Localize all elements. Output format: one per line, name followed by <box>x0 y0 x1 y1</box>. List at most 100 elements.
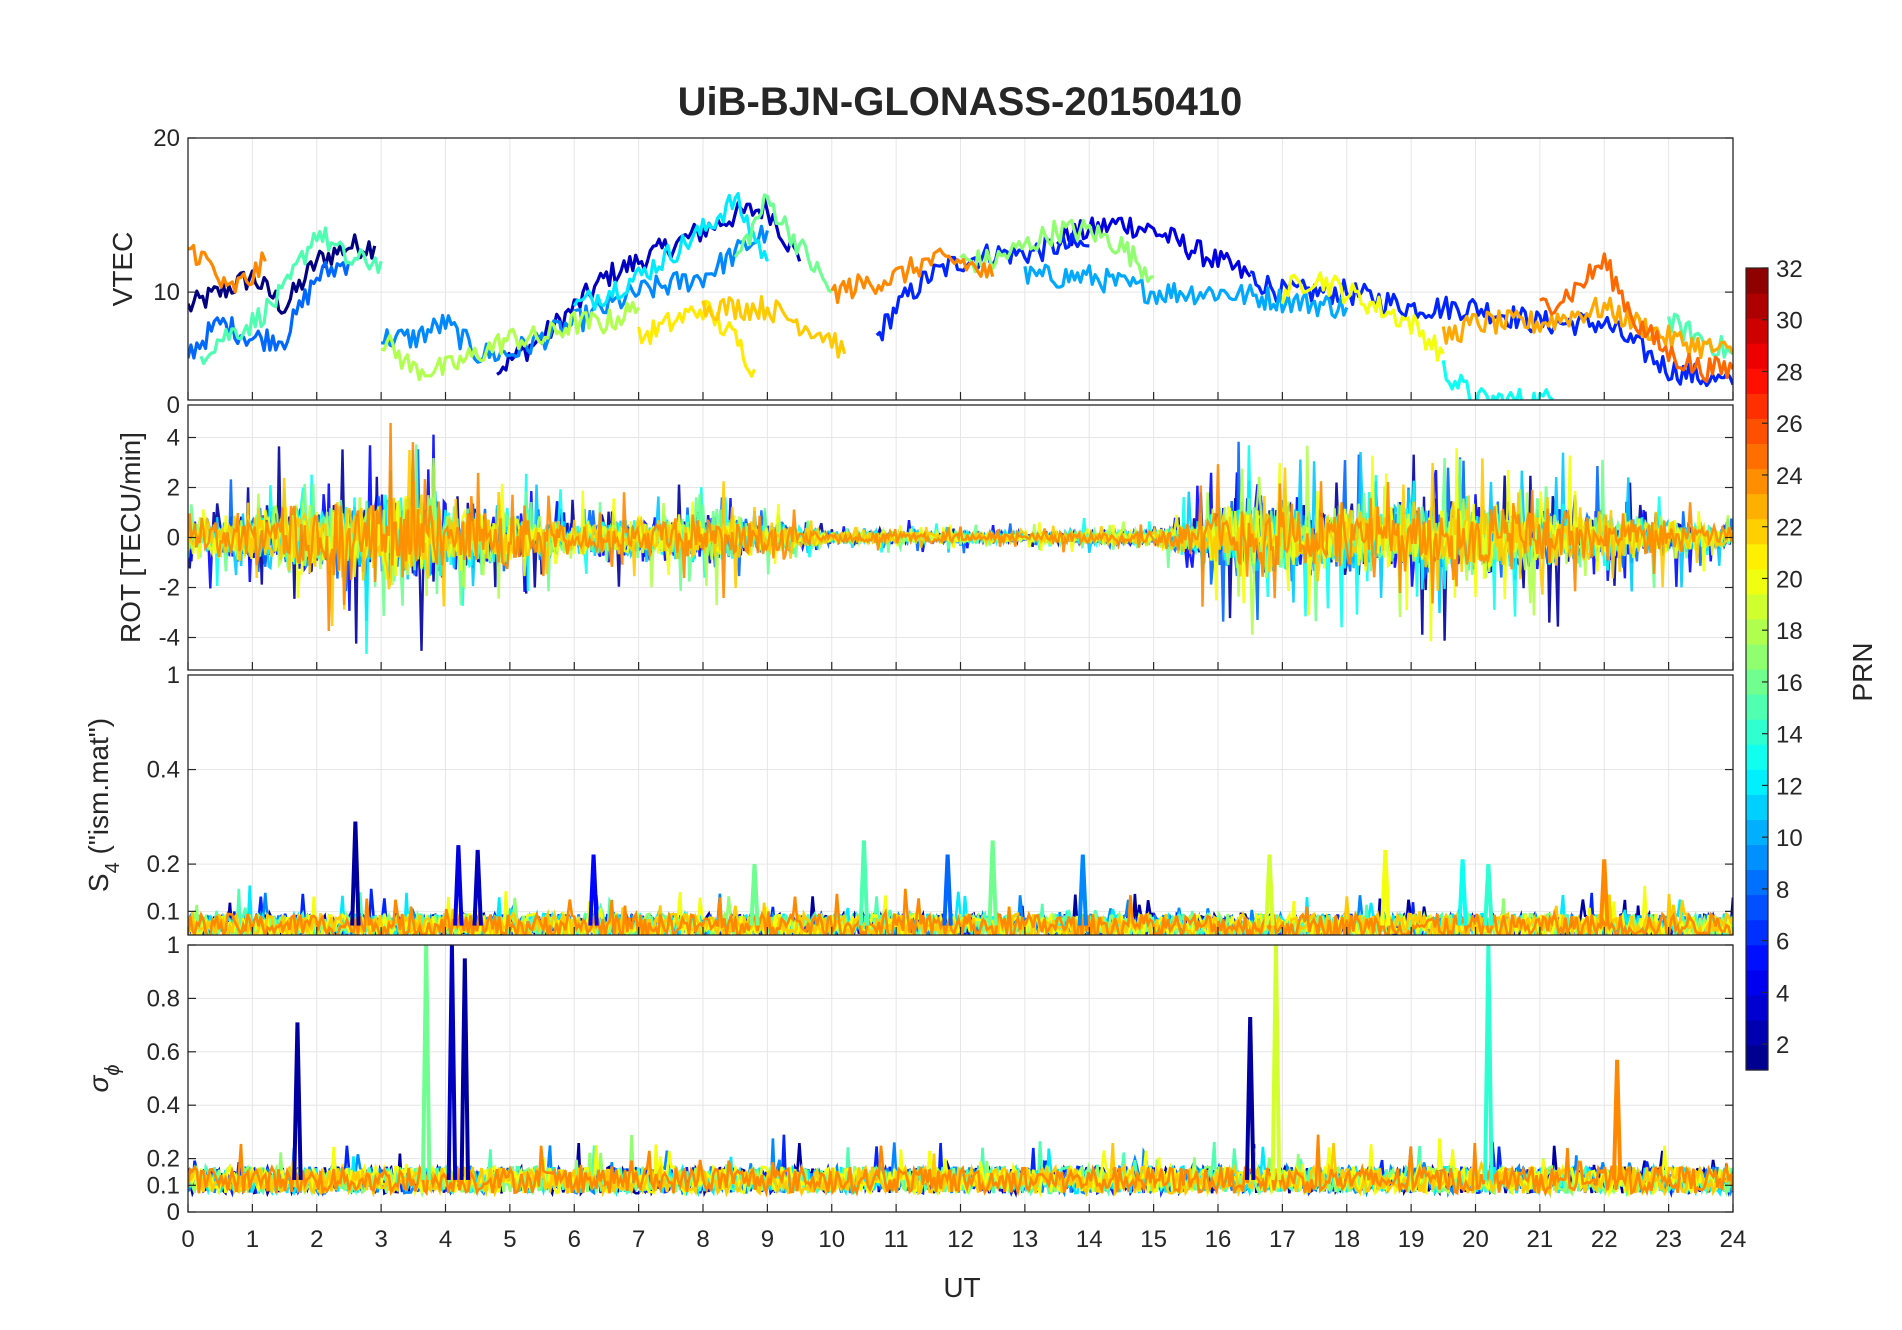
s4-spike <box>472 849 483 926</box>
panel-s4: 0.1 0.2 0.4 1 S4 ("ism.mat") <box>83 662 1734 936</box>
colorbar-segment <box>1746 719 1768 745</box>
colorbar-tick-label: 20 <box>1776 566 1803 593</box>
vtec-series-prn-25 <box>1539 252 1733 383</box>
s4-spike <box>1077 854 1089 926</box>
colorbar-segment <box>1746 1019 1768 1046</box>
x-tick-label: 6 <box>568 1226 581 1253</box>
x-tick-label: 23 <box>1655 1226 1682 1253</box>
vtec-series-prn-6 <box>1249 270 1733 388</box>
x-tick-label: 21 <box>1527 1226 1554 1253</box>
colorbar-segment <box>1746 919 1768 946</box>
y-tick-label: 4 <box>167 425 180 452</box>
y-tick-label: 0.4 <box>147 1092 180 1119</box>
colorbar-segment <box>1746 393 1768 419</box>
colorbar-segment <box>1746 819 1768 846</box>
y-tick-label: 0 <box>167 392 180 419</box>
sigma_phi-spike <box>420 945 432 1180</box>
colorbar-tick-label: 12 <box>1776 773 1803 800</box>
vtec-series-prn-18 <box>380 300 640 382</box>
colorbar-segment <box>1746 493 1768 520</box>
x-tick-label: 3 <box>374 1226 387 1253</box>
y-tick-label: -4 <box>159 625 180 652</box>
s4-spike <box>749 863 760 926</box>
colorbar-segment <box>1746 844 1768 871</box>
y-tick-label: 1 <box>167 662 180 689</box>
x-tick-label: 24 <box>1720 1226 1747 1253</box>
x-tick-label: 22 <box>1591 1226 1618 1253</box>
y-tick-label: 0.2 <box>147 851 180 878</box>
x-tick-label: 5 <box>503 1226 516 1253</box>
colorbar-tick-label: 4 <box>1776 980 1789 1007</box>
x-tick-label: 15 <box>1140 1226 1167 1253</box>
y-tick-label: 0 <box>167 525 180 552</box>
vtec-series-prn-8 <box>188 260 351 360</box>
colorbar-segment <box>1746 1044 1768 1071</box>
vtec-series-prn-13 <box>1441 360 1554 400</box>
vtec-series-prn-10 <box>1023 263 1349 319</box>
data-layer <box>188 945 1733 1199</box>
vtec-series-prn-22 <box>701 295 847 359</box>
x-tick-label: 16 <box>1205 1226 1232 1253</box>
vtec-series-prn-24 <box>830 247 995 305</box>
y-tick-label: 0.6 <box>147 1039 180 1066</box>
y-tick-label: 0.4 <box>147 757 180 784</box>
colorbar-segment <box>1746 368 1768 394</box>
colorbar-tick-label: 28 <box>1776 359 1803 386</box>
colorbar-tick-label: 22 <box>1776 515 1803 542</box>
vtec-series-prn-6 <box>875 232 1090 342</box>
vtec-series-prn-3 <box>496 196 802 376</box>
colorbar-segment <box>1746 994 1768 1021</box>
s4-spike <box>1380 849 1391 926</box>
x-tick-label: 2 <box>310 1226 323 1253</box>
vtec-series-prn-16 <box>733 193 833 294</box>
colorbar-frame <box>1745 267 1769 1071</box>
x-tick-label: 0 <box>181 1226 194 1253</box>
vtec-series-prn-23 <box>1441 296 1733 360</box>
panel-sigma-phi: 00.10.2 0.4 0.6 0.8 1 σϕ <box>83 932 1734 1226</box>
data-layer <box>188 422 1733 655</box>
colorbar-segment <box>1746 443 1768 470</box>
y-tick-label: 0.1 <box>147 898 180 925</box>
s4-spike <box>1457 859 1468 926</box>
data-layer <box>188 191 1733 400</box>
y-axis-label: S4 ("ism.mat") <box>83 718 124 892</box>
colorbar-segment <box>1746 293 1768 319</box>
s4-spike <box>588 854 599 926</box>
colorbar-segment <box>1746 268 1768 294</box>
x-tick-label: 13 <box>1012 1226 1039 1253</box>
s4-spike <box>1599 859 1610 926</box>
colorbar-tick-label: 14 <box>1776 722 1803 749</box>
sigma_phi-spike <box>1483 945 1494 1180</box>
y-axis-label: σϕ <box>83 1064 124 1092</box>
colorbar-tick-label: 26 <box>1776 411 1803 438</box>
y-tick-label: -2 <box>159 575 180 602</box>
colorbar-segment <box>1746 744 1768 770</box>
colorbar-tick-label: 24 <box>1776 463 1803 490</box>
colorbar-segment <box>1746 869 1768 896</box>
y-axis-label: VTEC <box>107 232 138 307</box>
colorbar-tick-label: 10 <box>1776 825 1803 852</box>
sigma_phi-spike <box>292 1022 303 1181</box>
y-tick-label: 0.2 <box>147 1146 180 1173</box>
colorbar-segment <box>1746 769 1768 795</box>
sigma_phi-spike <box>1270 945 1282 1180</box>
colorbar-segment <box>1746 543 1768 570</box>
colorbar-segment <box>1746 669 1768 695</box>
colorbar-tick-label: 16 <box>1776 670 1803 697</box>
y-tick-label: 2 <box>167 475 180 502</box>
colorbar-segment <box>1746 318 1768 344</box>
colorbar-label: PRN <box>1847 642 1878 701</box>
y-tick-label: 20 <box>153 125 180 152</box>
vtec-series-prn-24 <box>188 243 267 294</box>
x-tick-label: 9 <box>761 1226 774 1253</box>
panel-vtec: 10 20 VTEC <box>107 125 1734 401</box>
colorbar-segment <box>1746 969 1768 996</box>
x-axis-ticks: 0 1 2 3 4 5 6 7 8 9 10 11 12 13 14 15 16 17 18 19 20 21 22 23 24 <box>181 1226 1746 1253</box>
y-tick-label: 1 <box>167 932 180 959</box>
y-tick-label: 0.1 <box>147 1172 180 1199</box>
x-tick-label: 19 <box>1398 1226 1425 1253</box>
sigma_phi-series-prn-24 <box>188 1134 1733 1198</box>
s4-spike <box>987 840 998 926</box>
